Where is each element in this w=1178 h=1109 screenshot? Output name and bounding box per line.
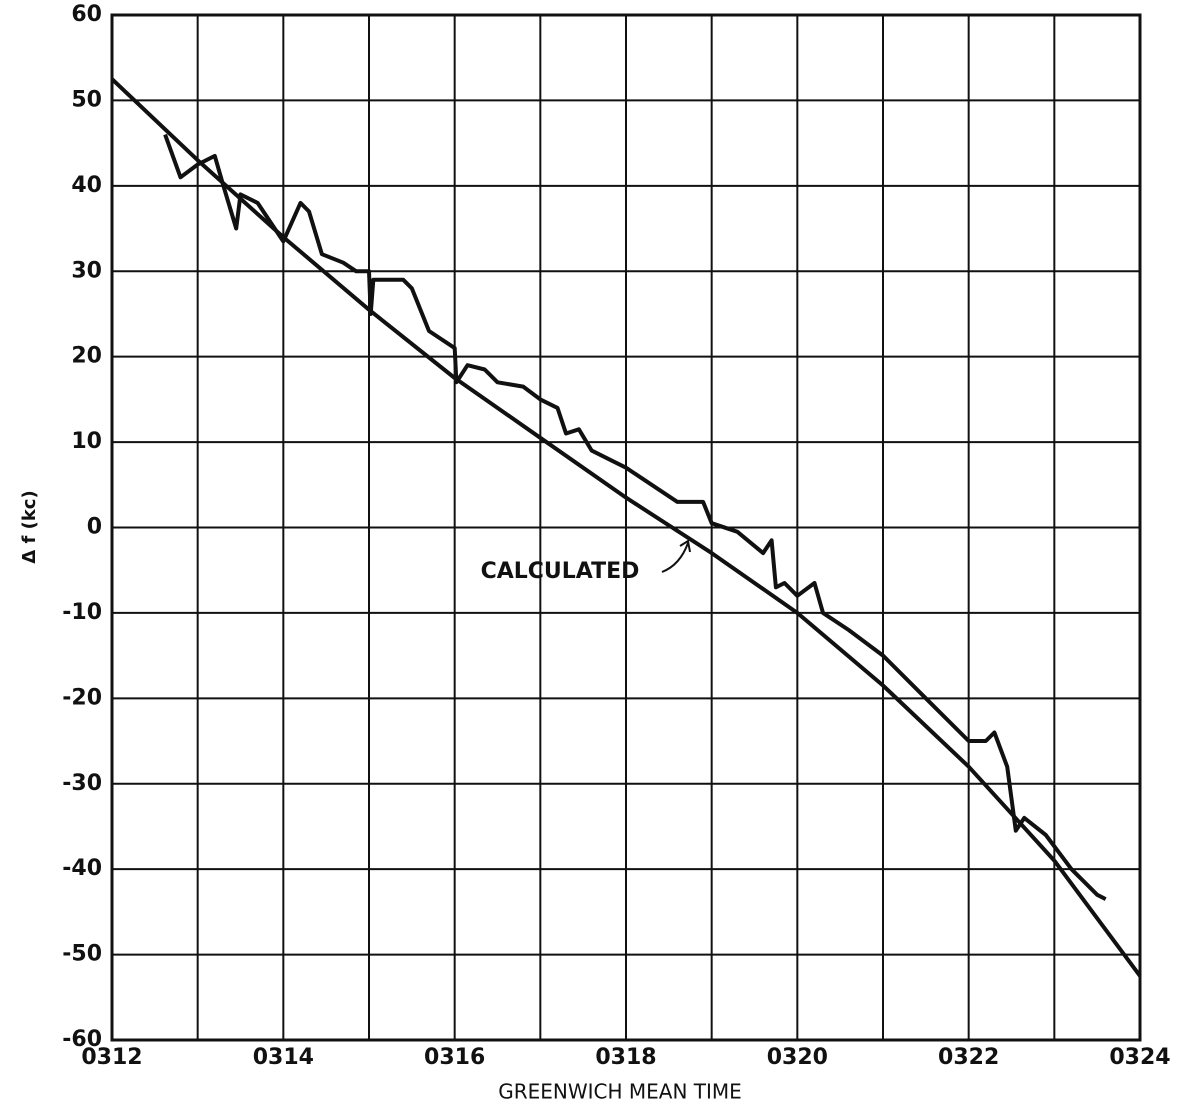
series-line — [163, 133, 1107, 901]
y-tick-label: -40 — [62, 856, 102, 881]
y-tick-label: 30 — [71, 258, 102, 283]
y-tick-label: 10 — [71, 429, 102, 454]
y-tick-label: 0 — [87, 515, 102, 540]
x-tick-label: 0324 — [1109, 1045, 1170, 1070]
x-tick-label: 0316 — [424, 1045, 485, 1070]
y-tick-label: -60 — [62, 1027, 102, 1052]
y-tick-label: -10 — [62, 600, 102, 625]
y-tick-label: -30 — [62, 771, 102, 796]
x-tick-label: 0318 — [595, 1045, 656, 1070]
x-tick-label: 0314 — [253, 1045, 314, 1070]
x-tick-label: 0322 — [938, 1045, 999, 1070]
x-axis-label: GREENWICH MEAN TIME — [498, 1080, 742, 1104]
y-tick-label: 60 — [71, 2, 102, 27]
y-axis-label: Δ f (kc) — [19, 490, 40, 563]
y-tick-label: 20 — [71, 344, 102, 369]
plot-frame — [110, 13, 1142, 1042]
annotation: CALCULATED — [481, 559, 640, 584]
annotation-arrow — [661, 539, 691, 573]
y-tick-label: -20 — [62, 685, 102, 710]
y-tick-label: 50 — [71, 87, 102, 112]
x-tick-label: 0320 — [767, 1045, 828, 1070]
y-tick-label: -50 — [62, 942, 102, 967]
x-tick-label: 0312 — [81, 1045, 142, 1070]
series-line — [110, 77, 1142, 978]
y-tick-label: 40 — [71, 173, 102, 198]
